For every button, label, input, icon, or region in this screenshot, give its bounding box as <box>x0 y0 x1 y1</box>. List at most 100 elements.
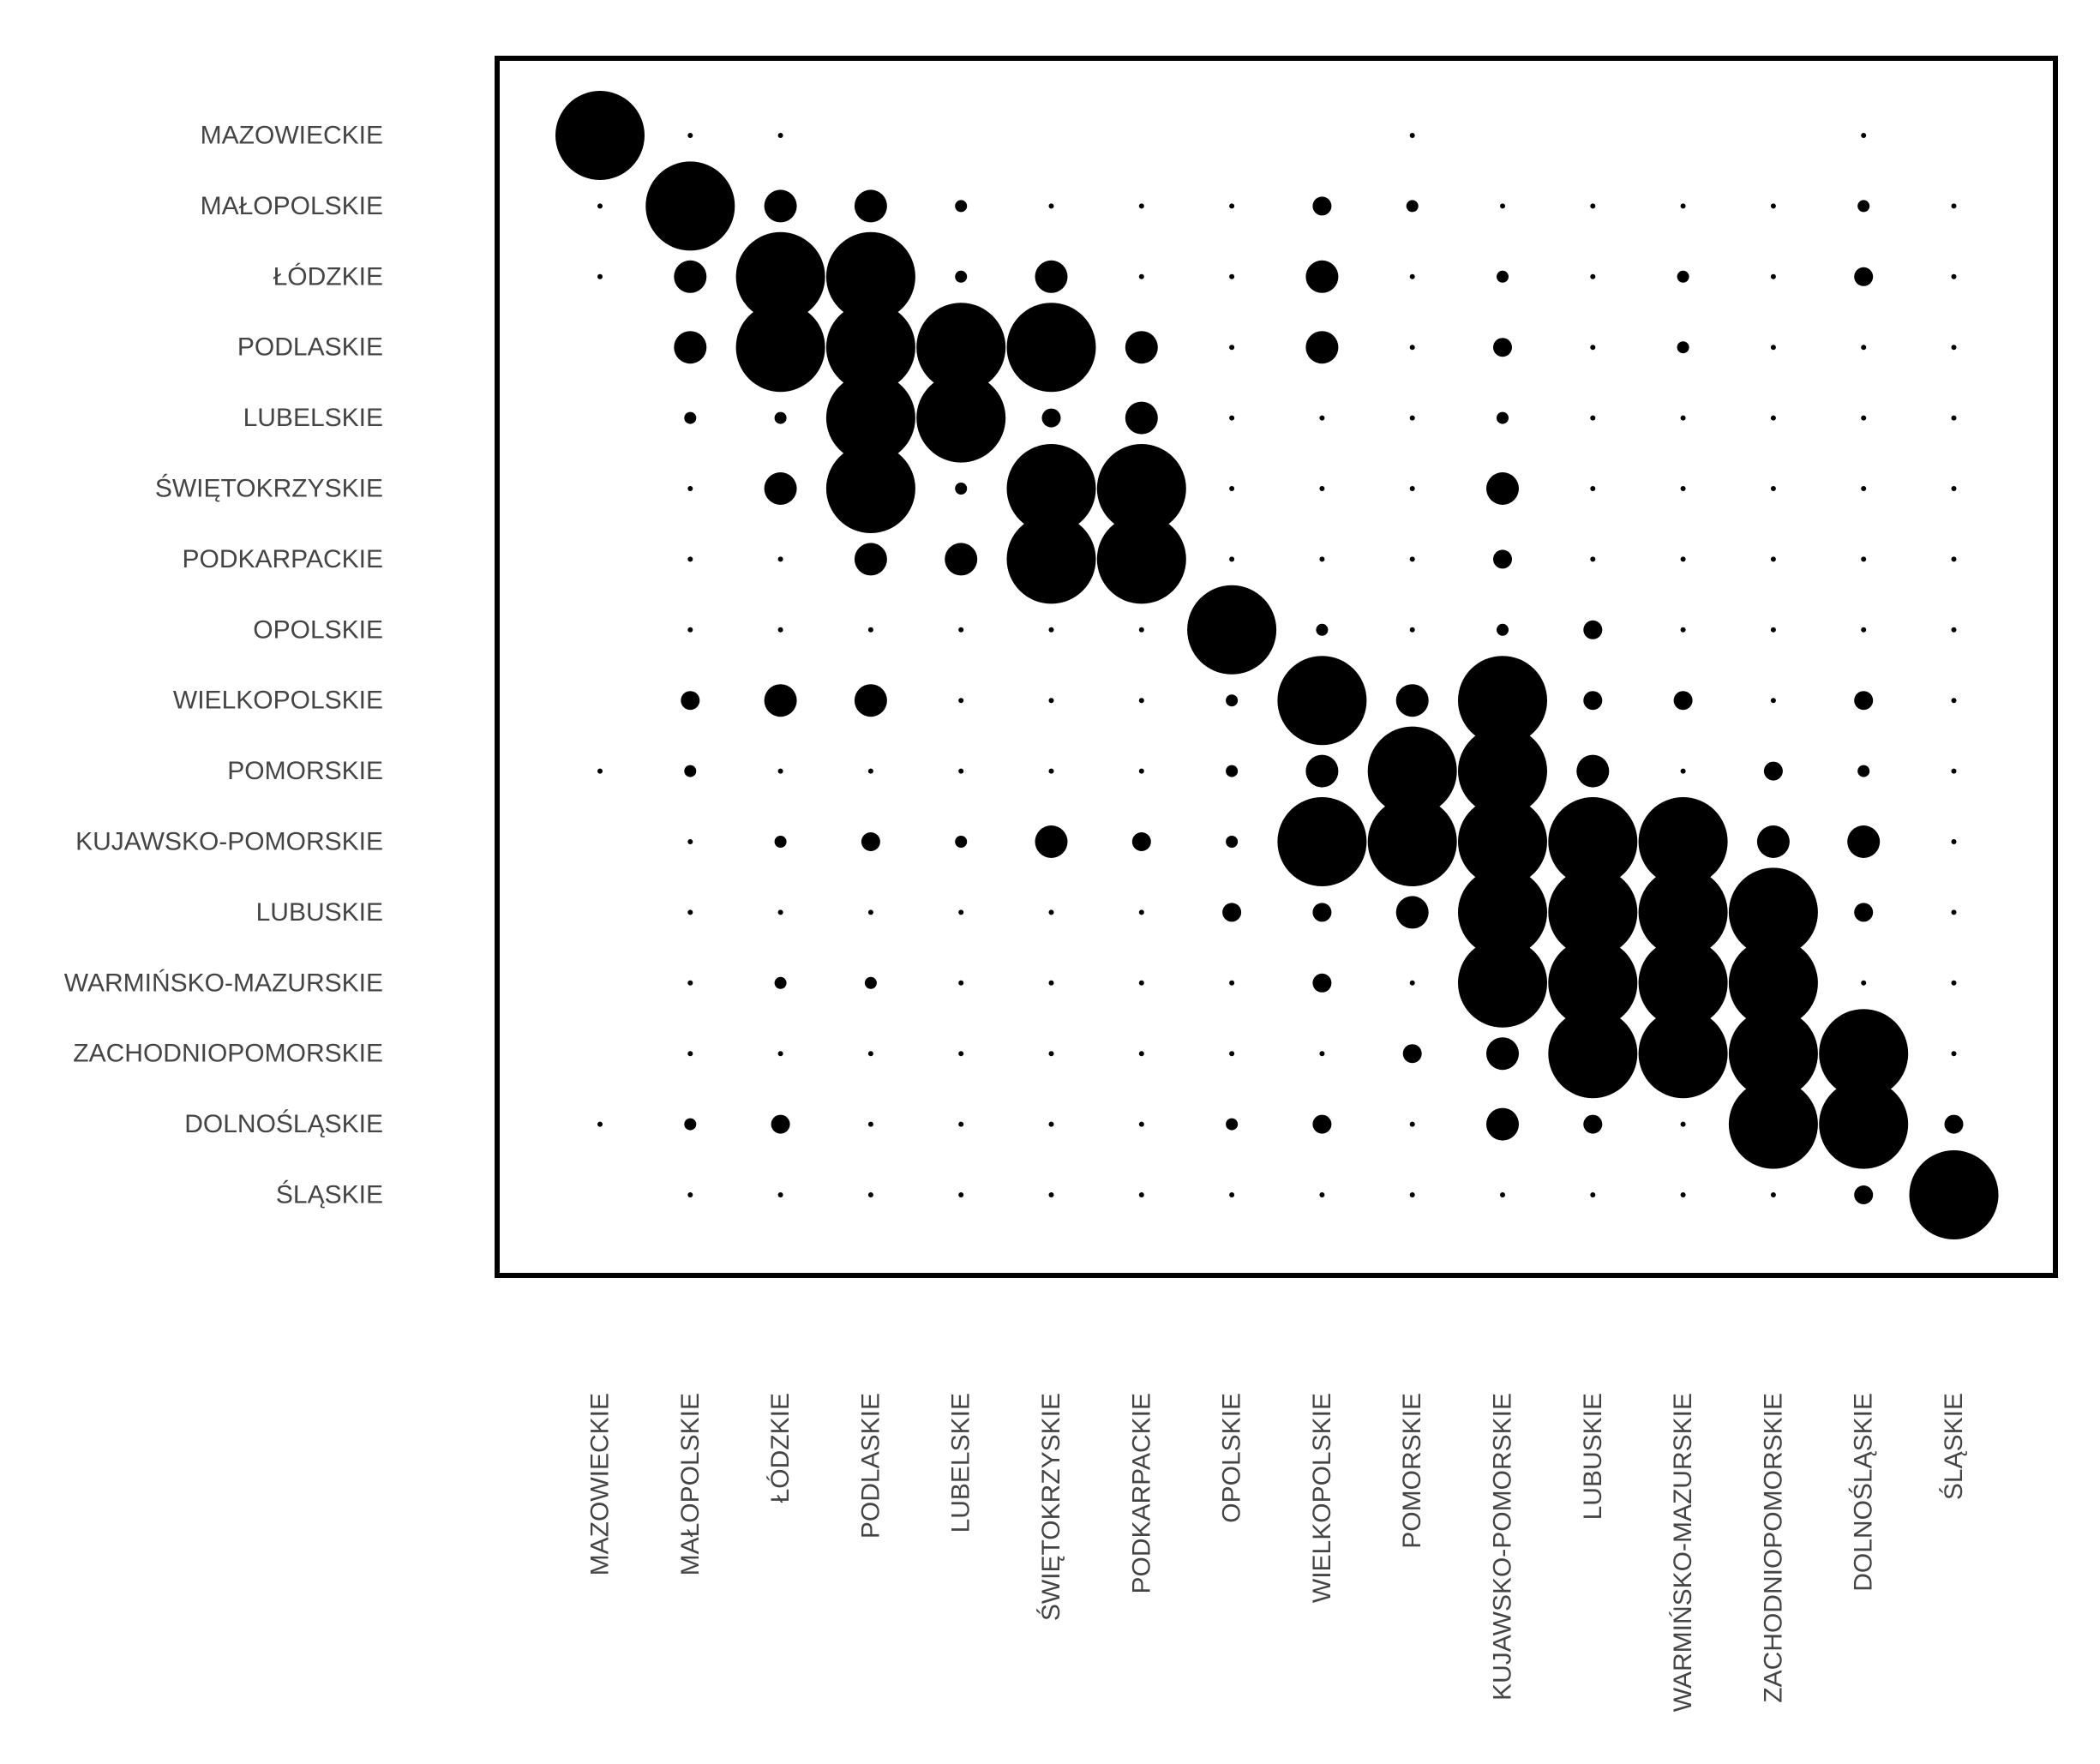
bubble-r12-c1 <box>687 980 693 986</box>
bubble-r1-c11 <box>1590 203 1596 209</box>
bubble-r13-c2 <box>777 1051 783 1057</box>
column-label: PODKARPACKIE <box>1127 1393 1155 1594</box>
bubble-r14-c6 <box>1138 1121 1144 1127</box>
bubble-r7-c1 <box>687 627 693 633</box>
bubble-r14-c13 <box>1728 1079 1818 1169</box>
bubble-r3-c15 <box>1951 345 1957 351</box>
bubble-r9-c4 <box>958 768 964 774</box>
bubble-r3-c8 <box>1305 331 1339 364</box>
bubble-r2-c9 <box>1409 273 1415 279</box>
bubble-r5-c3 <box>825 444 915 533</box>
bubble-r4-c3 <box>825 373 915 463</box>
bubble-r15-c2 <box>777 1192 783 1197</box>
bubble-r4-c14 <box>1861 415 1867 421</box>
bubble-r7-c6 <box>1138 627 1144 633</box>
bubble-r1-c6 <box>1138 203 1144 209</box>
bubble-r5-c1 <box>687 486 693 491</box>
bubble-r6-c11 <box>1590 556 1596 562</box>
bubble-r1-c4 <box>955 200 968 213</box>
row-label: DOLNOŚLĄSKIE <box>184 1109 383 1138</box>
bubble-r13-c7 <box>1229 1051 1235 1057</box>
row-label: ŚLĄSKIE <box>276 1180 383 1209</box>
column-label: LUBELSKIE <box>947 1393 975 1533</box>
column-labels: MAZOWIECKIE MAŁOPOLSKIE ŁÓDZKIE PODLASKIE LU… <box>586 1393 1969 1712</box>
bubble-r14-c3 <box>867 1121 873 1127</box>
bubble-r7-c3 <box>867 627 873 633</box>
bubble-r15-c3 <box>867 1192 873 1197</box>
bubble-r14-c5 <box>1048 1121 1054 1127</box>
bubble-r10-c2 <box>774 836 787 848</box>
bubble-r2-c6 <box>1138 273 1144 279</box>
bubble-r4-c5 <box>1041 408 1061 428</box>
bubble-r2-c13 <box>1770 273 1776 279</box>
column-label: ŚLĄSKIE <box>1939 1393 1968 1500</box>
bubble-r8-c14 <box>1854 691 1874 711</box>
bubble-r3-c7 <box>1229 345 1235 351</box>
bubble-r2-c5 <box>1035 260 1068 293</box>
bubble-r13-c14 <box>1819 1009 1909 1099</box>
bubble-r6-c1 <box>687 556 693 562</box>
bubble-r8-c6 <box>1138 698 1144 704</box>
bubble-r10-c13 <box>1756 825 1790 858</box>
bubble-r12-c14 <box>1861 980 1867 986</box>
bubble-r8-c7 <box>1226 694 1239 707</box>
bubble-r4-c4 <box>916 373 1006 463</box>
bubble-r2-c15 <box>1951 273 1957 279</box>
bubble-r3-c13 <box>1770 345 1776 351</box>
bubble-r15-c5 <box>1048 1192 1054 1197</box>
bubble-r11-c14 <box>1854 903 1874 922</box>
bubble-r5-c12 <box>1680 486 1686 491</box>
bubble-r7-c10 <box>1497 623 1509 636</box>
bubble-r10-c6 <box>1131 832 1151 851</box>
bubble-r1-c7 <box>1229 203 1235 209</box>
bubble-r1-c5 <box>1048 203 1054 209</box>
bubble-r13-c5 <box>1048 1051 1054 1057</box>
bubble-r2-c3 <box>825 231 915 321</box>
column-label: PODLASKIE <box>856 1393 885 1539</box>
bubble-r15-c8 <box>1319 1192 1325 1197</box>
bubble-r13-c13 <box>1728 1009 1818 1099</box>
bubble-r14-c14 <box>1819 1079 1909 1169</box>
bubble-r5-c8 <box>1319 486 1325 491</box>
bubble-r15-c14 <box>1854 1185 1874 1204</box>
row-label: MAŁOPOLSKIE <box>201 192 383 220</box>
bubble-r2-c7 <box>1229 273 1235 279</box>
bubble-r6-c15 <box>1951 556 1957 562</box>
bubble-r14-c7 <box>1226 1118 1239 1131</box>
bubble-r2-c10 <box>1497 270 1509 283</box>
bubble-r10-c3 <box>861 832 880 851</box>
bubble-r5-c15 <box>1951 486 1957 491</box>
bubble-r0-c0 <box>555 91 645 180</box>
bubble-r11-c11 <box>1548 867 1638 957</box>
bubble-r10-c1 <box>687 839 693 844</box>
row-label: PODLASKIE <box>237 333 383 362</box>
bubble-r7-c2 <box>777 627 783 633</box>
bubble-r8-c5 <box>1048 698 1054 704</box>
bubble-r3-c1 <box>674 331 707 364</box>
bubble-r15-c15 <box>1909 1150 1999 1239</box>
bubble-r1-c14 <box>1857 200 1870 213</box>
bubble-r15-c12 <box>1680 1192 1686 1197</box>
bubble-r7-c14 <box>1861 627 1867 633</box>
bubble-r8-c11 <box>1583 691 1603 711</box>
bubble-r6-c8 <box>1319 556 1325 562</box>
bubble-r4-c8 <box>1319 415 1325 421</box>
bubble-r6-c12 <box>1680 556 1686 562</box>
bubble-r5-c9 <box>1409 486 1415 491</box>
bubble-r8-c9 <box>1395 684 1429 717</box>
bubble-r1-c3 <box>854 189 887 223</box>
bubble-r8-c3 <box>854 684 887 717</box>
row-label: LUBUSKIE <box>256 898 383 927</box>
bubble-r6-c14 <box>1861 556 1867 562</box>
bubble-r11-c3 <box>867 909 873 915</box>
bubble-r2-c4 <box>955 270 968 283</box>
column-label: MAŁOPOLSKIE <box>676 1393 705 1575</box>
bubble-r2-c11 <box>1590 273 1596 279</box>
bubble-r1-c12 <box>1680 203 1686 209</box>
bubble-r10-c9 <box>1367 797 1457 886</box>
bubble-r9-c7 <box>1226 765 1239 777</box>
bubble-r12-c2 <box>774 976 787 989</box>
column-label: ŚWIĘTOKRZYSKIE <box>1036 1393 1065 1621</box>
bubble-r15-c10 <box>1500 1192 1505 1197</box>
bubble-r13-c3 <box>867 1051 873 1057</box>
